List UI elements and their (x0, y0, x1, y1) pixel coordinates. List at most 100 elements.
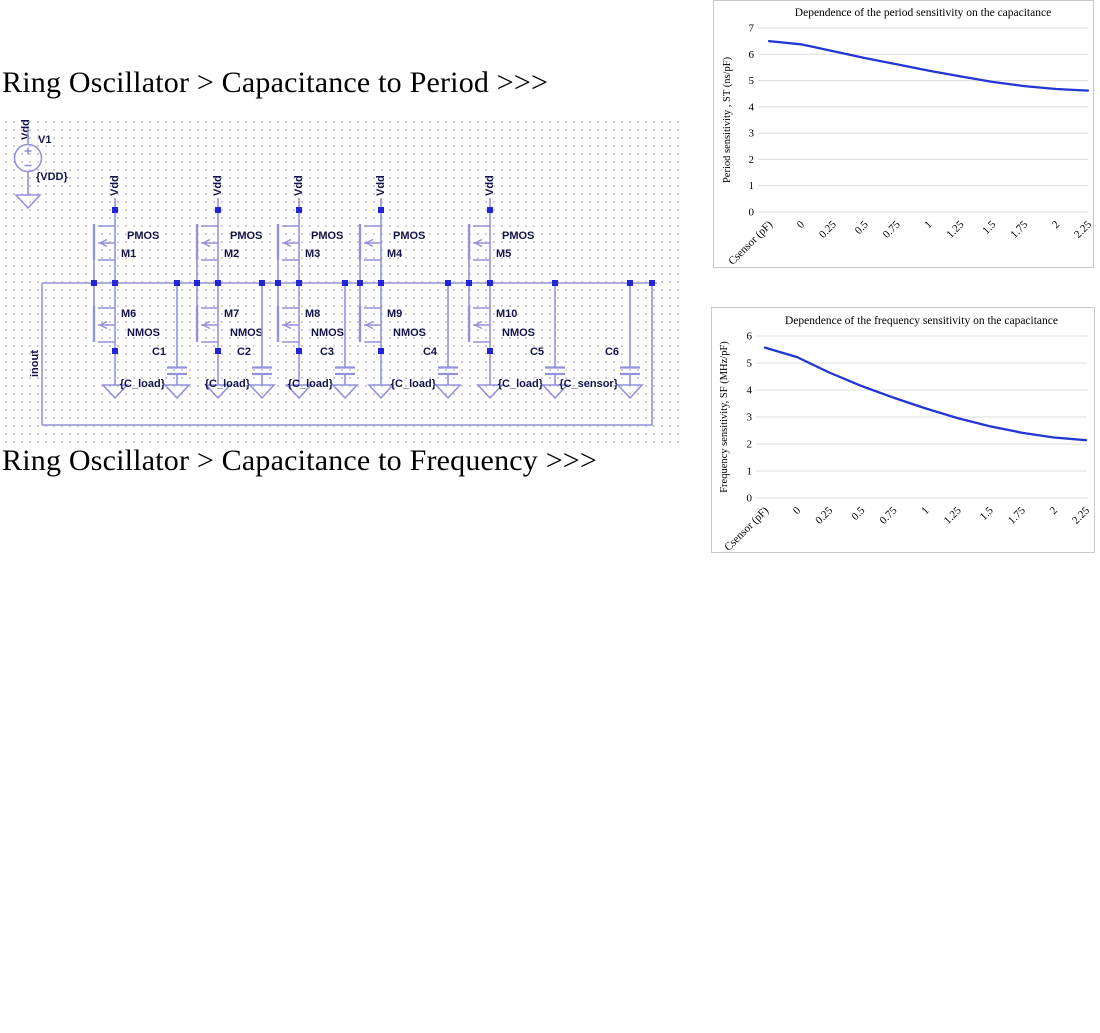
y-tick-label: 2 (749, 154, 755, 166)
ground-symbol (616, 384, 644, 400)
junction-dot (112, 280, 118, 286)
junction-dot (487, 207, 493, 213)
y-tick-label: 1 (749, 180, 755, 192)
x-tick-label: 1.5 (978, 504, 997, 523)
net-label-inout: inout (29, 350, 41, 377)
ground-symbol (476, 384, 504, 400)
y-tick-label: 2 (747, 439, 753, 451)
voltage-source-symbol (13, 143, 43, 173)
x-tick-label: 1.75 (1008, 218, 1030, 240)
y-tick-label: 4 (747, 385, 753, 397)
x-tick-label: 0 (795, 218, 808, 231)
ground-symbol (285, 384, 313, 400)
x-tick-label: Csensor (pF) (726, 218, 775, 267)
junction-dot (112, 348, 118, 354)
nmos-name-label: M9 (387, 308, 402, 320)
x-tick-label: 1 (922, 219, 934, 231)
junction-dot (215, 348, 221, 354)
junction-dot (194, 280, 200, 286)
capacitor-name: C4 (423, 346, 438, 358)
y-tick-label: 3 (749, 128, 755, 140)
capacitor-name: C3 (320, 346, 334, 358)
x-tick-label: 0.75 (881, 218, 903, 240)
junction-dot (296, 207, 302, 213)
ground-symbol (367, 384, 395, 400)
capacitor-value: {C_load} (205, 378, 251, 390)
junction-dot (215, 207, 221, 213)
y-tick-label: 7 (749, 23, 755, 35)
junction-dot (296, 348, 302, 354)
capacitor-name: C1 (152, 346, 166, 358)
y-tick-label: 3 (747, 412, 753, 424)
x-tick-label: 0.25 (817, 218, 839, 240)
x-tick-label: 0.25 (813, 504, 835, 526)
chart-title: Dependence of the period sensitivity on … (795, 7, 1051, 19)
y-tick-label: 1 (747, 466, 753, 478)
section-title-period: Ring Oscillator > Capacitance to Period … (2, 66, 549, 99)
pmos-type-label: PMOS (127, 230, 159, 242)
stage-rail-label: Vdd (375, 175, 387, 196)
nmos-type-label: NMOS (311, 327, 344, 339)
junction-dot (552, 280, 558, 286)
x-tick-label: 1.75 (1006, 504, 1028, 526)
ring-oscillator-schematic: inout Vdd V1 {VDD} Vdd PMOS M1 M6 NMOS Vdd PMOS M2 M… (0, 115, 680, 445)
x-tick-label: 2.25 (1072, 218, 1093, 240)
x-tick-label: 0.75 (877, 504, 899, 526)
chart-period-sensitivity: 0 1 2 3 4 5 6 7 Csensor (pF) 0 0.25 0.5 0.75 1 1.25 1.5… (713, 0, 1094, 268)
x-tick-label: 2.25 (1070, 504, 1092, 526)
x-tick-label: 0.5 (849, 504, 868, 523)
nmos-name-label: M7 (224, 308, 239, 320)
bulk-arrow (282, 238, 292, 248)
pmos-name-label: M4 (387, 248, 403, 260)
v1-name: V1 (38, 134, 51, 146)
x-tick-label: 0 (791, 504, 804, 517)
junction-dot (296, 280, 302, 286)
ground-symbol (331, 384, 359, 400)
bulk-arrow (473, 320, 483, 330)
capacitor-value: {C_load} (120, 378, 166, 390)
schematic-canvas: inout Vdd V1 {VDD} Vdd PMOS M1 M6 NMOS Vdd PMOS M2 M… (13, 119, 657, 426)
junction-dot (215, 280, 221, 286)
pmos-name-label: M2 (224, 248, 239, 260)
bulk-arrow (98, 238, 108, 248)
x-tick-label: 1.25 (942, 504, 964, 526)
y-axis-title: Frequency sensitivity, SF (MHz/pF) (719, 341, 730, 493)
v1-rail-label: Vdd (20, 119, 32, 140)
y-tick-label: 4 (749, 101, 755, 113)
y-tick-label: 0 (747, 493, 753, 505)
pmos-type-label: PMOS (311, 230, 343, 242)
capacitor-name: C5 (530, 346, 544, 358)
junction-dot (378, 280, 384, 286)
junction-dot (445, 280, 451, 286)
series-line (763, 346, 1088, 442)
junction-dot (378, 207, 384, 213)
pmos-name-label: M1 (121, 248, 136, 260)
bulk-arrow (201, 320, 211, 330)
ground-symbol (101, 384, 129, 400)
section-title-frequency: Ring Oscillator > Capacitance to Frequen… (2, 444, 598, 477)
y-tick-label: 5 (749, 75, 755, 87)
junction-dot (466, 280, 472, 286)
nmos-type-label: NMOS (502, 327, 535, 339)
pmos-type-label: PMOS (230, 230, 262, 242)
bulk-arrow (98, 320, 108, 330)
nmos-type-label: NMOS (393, 327, 426, 339)
pmos-type-label: PMOS (502, 230, 534, 242)
junction-dot (275, 280, 281, 286)
pmos-name-label: M5 (496, 248, 511, 260)
y-tick-label: 6 (749, 49, 755, 61)
junction-dot (357, 280, 363, 286)
chart-frequency-sensitivity: 0 1 2 3 4 5 6 Csensor (pF) 0 0.25 0.5 0.75 1 1.25 1.5 1… (711, 307, 1095, 553)
capacitor-value: {C_load} (391, 378, 437, 390)
nmos-type-label: NMOS (230, 327, 263, 339)
bulk-arrow (364, 320, 374, 330)
x-tick-label: 2 (1050, 219, 1062, 231)
junction-dot (649, 280, 655, 286)
nmos-type-label: NMOS (127, 327, 160, 339)
x-tick-label: 1 (919, 505, 931, 517)
junction-dot (487, 348, 493, 354)
nmos-name-label: M10 (496, 308, 517, 320)
stage-rail-label: Vdd (109, 175, 121, 196)
